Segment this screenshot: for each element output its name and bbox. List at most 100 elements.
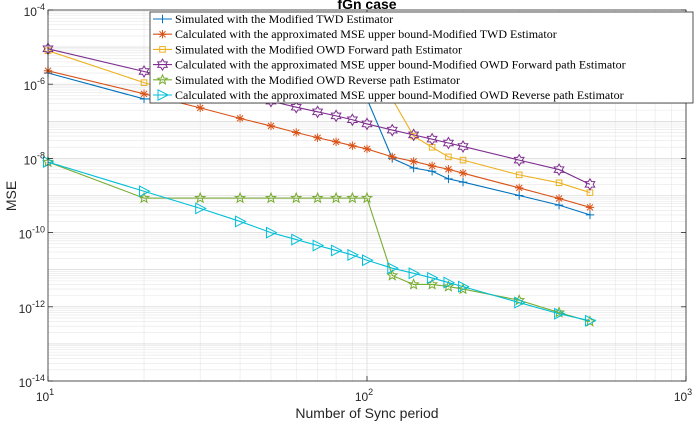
data-point xyxy=(457,139,469,153)
y-tick-label: 10-4 xyxy=(24,2,45,19)
data-point xyxy=(427,271,439,284)
data-point xyxy=(196,103,205,113)
data-point xyxy=(330,191,343,204)
x-tick-label: 103 xyxy=(674,387,692,404)
series-5 xyxy=(41,155,597,327)
legend-swatch-marker xyxy=(157,88,170,102)
data-point xyxy=(234,191,247,204)
data-point xyxy=(290,191,303,204)
x-tick-label: 102 xyxy=(355,387,373,404)
y-axis-label: MSE xyxy=(3,181,19,211)
data-point xyxy=(292,128,301,137)
data-point xyxy=(264,191,278,204)
data-point xyxy=(291,233,303,246)
data-point xyxy=(458,280,470,293)
legend-entry-5: Simulated with the Modified OWD Reverse … xyxy=(153,73,460,87)
data-point xyxy=(515,183,524,193)
data-point xyxy=(584,314,597,327)
data-point xyxy=(585,203,595,212)
data-point xyxy=(312,239,325,252)
legend-entry-4: Calculated with the approximated MSE upp… xyxy=(153,58,626,72)
x-tick-labels: 101 102 103 xyxy=(36,387,692,404)
data-point xyxy=(426,132,438,146)
y-tick-label: 10-12 xyxy=(19,299,45,316)
data-point xyxy=(43,155,55,169)
data-point xyxy=(290,100,302,114)
data-point xyxy=(266,121,276,131)
data-point xyxy=(443,276,456,289)
data-point xyxy=(139,89,149,99)
chart-title: fGn case xyxy=(337,0,396,12)
y-tick-label: 10-8 xyxy=(24,150,45,167)
series-line xyxy=(47,161,591,322)
data-point xyxy=(584,177,596,191)
data-point xyxy=(444,174,453,184)
data-point xyxy=(427,161,437,171)
legend: Simulated with the Modified TWD Estimato… xyxy=(149,11,694,104)
legend-entry-3: Simulated with the Modified OWD Forward … xyxy=(153,42,462,56)
data-point xyxy=(140,79,148,86)
data-point xyxy=(387,262,399,275)
legend-label: Calculated with the approximated MSE upp… xyxy=(175,58,626,72)
data-point xyxy=(195,202,207,215)
data-point xyxy=(515,191,524,200)
y-tick-label: 10-10 xyxy=(19,225,45,242)
data-point xyxy=(265,226,278,239)
legend-swatch-marker xyxy=(158,14,167,24)
series-6 xyxy=(43,155,597,327)
data-point xyxy=(442,280,455,292)
data-point xyxy=(514,296,526,309)
data-point xyxy=(515,171,523,179)
data-point xyxy=(386,123,398,137)
data-point xyxy=(346,191,359,204)
x-axis-label: Number of Sync period xyxy=(295,405,438,421)
data-point xyxy=(347,248,359,261)
legend-label: Calculated with the approximated MSE upp… xyxy=(175,27,557,41)
legend-swatch-marker xyxy=(156,73,169,85)
data-point xyxy=(555,179,563,187)
data-point xyxy=(360,191,374,204)
data-point xyxy=(386,269,399,281)
data-point xyxy=(554,307,566,320)
data-point xyxy=(553,306,566,318)
data-point xyxy=(313,133,322,142)
data-point xyxy=(138,65,150,78)
legend-label: Simulated with the Modified OWD Reverse … xyxy=(175,73,460,87)
data-point xyxy=(442,136,455,150)
data-point xyxy=(585,210,595,220)
data-point xyxy=(513,153,525,167)
data-point xyxy=(407,278,420,290)
data-point xyxy=(444,165,453,174)
data-point xyxy=(407,128,420,142)
data-point xyxy=(311,191,324,204)
legend-entry-2: Calculated with the approximated MSE upp… xyxy=(153,27,557,41)
data-point xyxy=(139,185,151,198)
legend-label: Calculated with the approximated MSE upp… xyxy=(175,88,624,102)
legend-entry-6: Calculated with the approximated MSE upp… xyxy=(153,88,624,102)
data-point xyxy=(458,168,468,178)
data-point xyxy=(194,191,207,204)
data-point xyxy=(388,152,397,162)
data-point xyxy=(458,177,468,187)
y-tick-label: 10-14 xyxy=(19,373,45,390)
data-point xyxy=(330,109,342,123)
x-tick-label: 101 xyxy=(36,387,54,404)
y-tick-labels: 10-14 10-12 10-10 10-8 10-6 10-4 xyxy=(19,2,45,390)
data-point xyxy=(331,244,343,257)
legend-entry-1: Simulated with the Modified TWD Estimato… xyxy=(153,12,393,26)
data-point xyxy=(362,254,374,267)
data-point xyxy=(331,137,341,147)
series-line xyxy=(47,70,591,208)
y-tick-label: 10-6 xyxy=(24,76,45,93)
data-point xyxy=(311,105,324,119)
legend-label: Simulated with the Modified OWD Forward … xyxy=(175,42,462,56)
data-point xyxy=(553,163,565,177)
legend-label: Simulated with the Modified TWD Estimato… xyxy=(175,12,393,26)
legend-swatch-marker xyxy=(158,30,167,39)
data-point xyxy=(235,215,247,228)
data-point xyxy=(408,267,421,280)
legend-swatch-marker xyxy=(159,46,166,53)
data-point xyxy=(361,117,373,131)
data-point xyxy=(459,156,467,164)
